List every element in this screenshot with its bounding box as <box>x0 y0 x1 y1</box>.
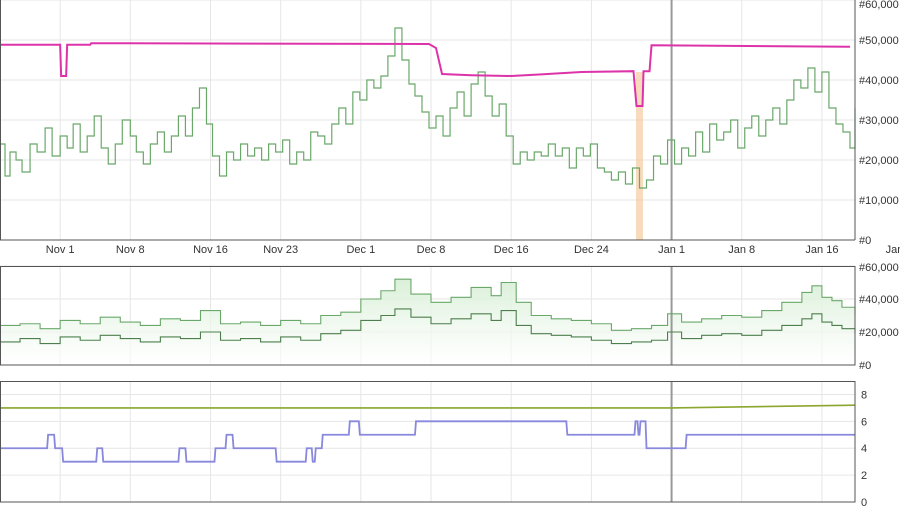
series-upper-step <box>0 278 856 331</box>
x-tick-label: Jan 8 <box>728 244 755 256</box>
y-tick-label: #20,000 <box>859 327 899 339</box>
x-tick-label: Nov 23 <box>263 244 298 256</box>
y-tick-label: #40,000 <box>859 294 899 306</box>
x-tick-label: Dec 8 <box>417 244 446 256</box>
panel-frame <box>0 381 856 503</box>
series-green-step <box>0 27 856 189</box>
y-tick-label: 6 <box>861 416 867 428</box>
x-tick-label: Dec 16 <box>494 244 529 256</box>
y-tick-label: 4 <box>861 443 867 455</box>
x-tick-label: Nov 1 <box>46 244 75 256</box>
y-tick-label: 0 <box>861 497 867 509</box>
panel-frame <box>0 266 856 366</box>
x-tick-label: Jan 1 <box>658 244 685 256</box>
x-tick-label: Jan 16 <box>805 244 838 256</box>
y-tick-label: #50,000 <box>859 35 899 47</box>
x-tick-label: Dec 24 <box>574 244 609 256</box>
x-tick-label: Nov 16 <box>193 244 228 256</box>
x-tick-label: Dec 1 <box>346 244 375 256</box>
y-tick-label: 2 <box>861 470 867 482</box>
series-lower-step <box>0 308 856 345</box>
y-tick-label: #10,000 <box>859 195 899 207</box>
y-tick-label: 8 <box>861 389 867 401</box>
y-tick-label: #30,000 <box>859 115 899 127</box>
x-tick-label: Nov 8 <box>116 244 145 256</box>
y-tick-label: #0 <box>859 235 871 247</box>
y-tick-label: #0 <box>859 360 871 372</box>
y-tick-label: #60,000 <box>859 262 899 274</box>
y-tick-label: #20,000 <box>859 155 899 167</box>
series-olive-line <box>0 404 856 409</box>
x-tick-label: Jan 24 <box>886 244 900 256</box>
series-purple-step <box>0 420 855 463</box>
y-tick-label: #40,000 <box>859 75 899 87</box>
series-magenta-step <box>0 42 850 107</box>
area-fill <box>0 279 855 365</box>
highlight-band <box>635 72 643 240</box>
y-tick-label: #60,000 <box>859 0 899 11</box>
